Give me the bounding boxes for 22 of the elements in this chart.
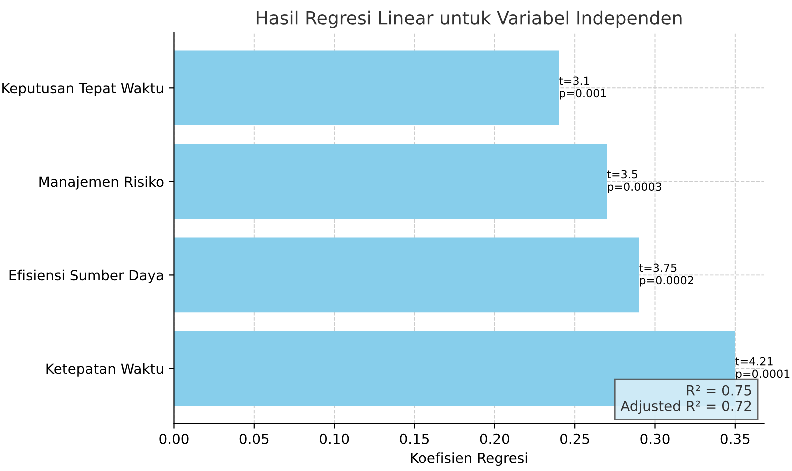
x-tick-label: 0.10 <box>320 434 350 444</box>
x-tick-label: 0.15 <box>400 434 429 444</box>
x-tick-label: 0.30 <box>640 434 670 444</box>
data-label: t=4.21 p=0.0001 <box>736 357 790 380</box>
x-tick-label: 0.05 <box>240 434 269 444</box>
bar <box>174 144 608 220</box>
x-axis-title: Koefisien Regresi <box>411 452 528 466</box>
x-tick-label: 0.25 <box>560 434 590 444</box>
x-tick-label: 0.35 <box>720 434 750 444</box>
data-label: t=3.75 p=0.0002 <box>640 264 694 287</box>
x-tick-label: 0.00 <box>160 434 189 444</box>
data-label: t=3.1 p=0.001 <box>559 76 606 100</box>
y-tick-label: Keputusan Tepat Waktu <box>2 82 164 96</box>
chart-title: Hasil Regresi Linear untuk Variabel Independen <box>256 10 682 28</box>
bar <box>174 238 640 313</box>
y-tick-label: Efisiensi Sumber Daya <box>10 270 164 284</box>
y-tick-label: Ketepatan Waktu <box>46 363 164 377</box>
bar <box>174 50 560 126</box>
x-tick-label: 0.20 <box>480 434 510 444</box>
data-label: t=3.5 p=0.0003 <box>607 170 662 194</box>
annotation: R² = 0.75 Adjusted R² = 0.72 <box>620 385 752 414</box>
y-tick-label: Manajemen Risiko <box>40 176 164 190</box>
